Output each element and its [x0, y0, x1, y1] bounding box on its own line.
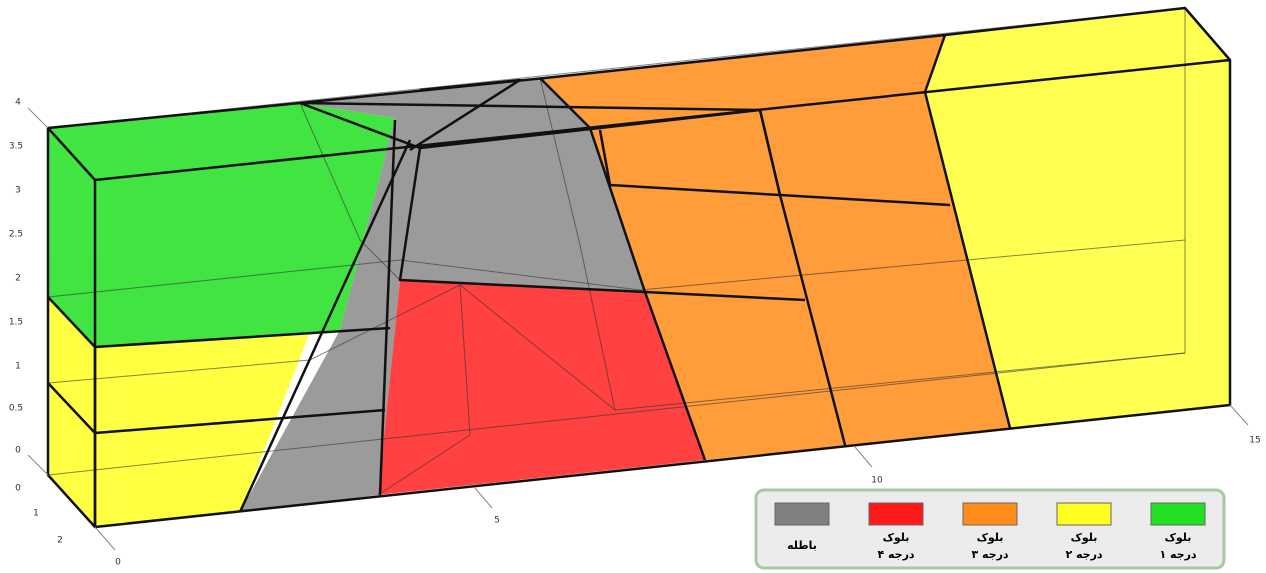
legend-label: بلوک: [883, 531, 910, 544]
z-tick-label: 1: [15, 362, 21, 372]
edge: [398, 147, 806, 302]
z-tick-label: 0: [15, 484, 21, 494]
z-tick-label: 3: [15, 186, 21, 196]
z-tick-label: 2.5: [9, 230, 23, 240]
legend-label: بلوک: [1071, 531, 1098, 544]
ticks: [27, 107, 1249, 551]
axis-labels: 4 3.5 3 2.5 2 1.5 1 0.5 0 0 1 2 0 5 10 15: [9, 98, 1261, 568]
legend-swatch: [962, 502, 1018, 526]
legend-swatch: [1056, 502, 1112, 526]
z-tick-label: 2: [15, 274, 21, 284]
edge: [598, 129, 781, 197]
tick: [854, 446, 873, 468]
legend-label: درجه ۳: [971, 548, 1008, 561]
edge: [923, 34, 1012, 429]
edge: [758, 109, 847, 446]
legend-label: بلوک: [977, 531, 1004, 544]
tick: [27, 454, 49, 476]
z-tick-label: 0: [15, 446, 21, 456]
y-tick-label: 0: [115, 558, 121, 568]
inner-line: [377, 284, 471, 496]
z-tick-label: 1.5: [9, 318, 23, 328]
legend-label: باطله: [787, 539, 817, 552]
x-tick-label: 10: [871, 476, 883, 486]
legend-label: درجه ۲: [1065, 548, 1102, 561]
tick: [27, 107, 49, 129]
edge: [539, 77, 707, 461]
inner-line: [47, 239, 1186, 298]
z-tick-label: 4: [15, 98, 21, 108]
grade-1-region: [48, 103, 395, 347]
inner-line: [299, 102, 401, 281]
regions: [48, 8, 1230, 527]
y-tick-label: 1: [33, 509, 39, 519]
tick: [1229, 404, 1249, 426]
legend-label: درجه ۴: [877, 548, 914, 561]
legend-swatch: [1150, 502, 1206, 526]
grade-2-right-region: [925, 8, 1230, 428]
legend: باطله بلوک درجه ۴ بلوک درجه ۳ بلوک درجه ۲ بلوک د…: [774, 502, 1206, 561]
x-tick-label: 15: [1249, 436, 1260, 446]
grade-2-left-region: [48, 297, 310, 527]
tick: [474, 487, 493, 509]
waste-region: [240, 78, 645, 512]
x-tick-label: 5: [494, 516, 500, 526]
legend-label: بلوک: [1165, 531, 1192, 544]
z-tick-label: 3.5: [9, 142, 23, 152]
z-tick-label: 0.5: [9, 404, 23, 414]
legend-label: درجه ۱: [1159, 548, 1196, 561]
grade-3-region: [540, 35, 1010, 460]
edge: [299, 101, 761, 150]
edge: [378, 119, 397, 496]
legend-swatch: [774, 502, 830, 526]
y-tick-label: 2: [57, 536, 63, 546]
edge: [409, 78, 522, 152]
tick: [94, 526, 116, 551]
edge: [238, 139, 412, 513]
legend-swatch: [868, 502, 924, 526]
